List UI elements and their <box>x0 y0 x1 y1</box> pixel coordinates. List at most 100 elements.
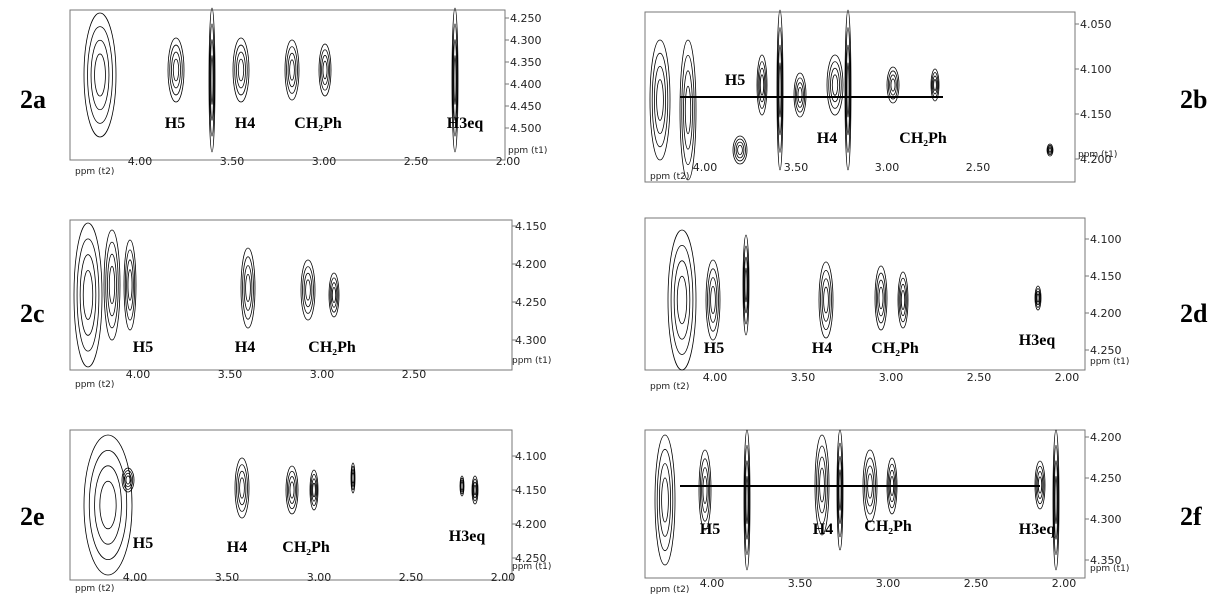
y-tick-label: 4.250 <box>515 296 547 309</box>
contour <box>330 282 338 308</box>
contour <box>735 141 745 159</box>
contour <box>793 72 807 118</box>
contour <box>234 457 250 519</box>
contour <box>777 44 783 136</box>
contour <box>99 480 117 530</box>
contour <box>302 266 314 314</box>
x-tick-label: 4.00 <box>700 577 725 590</box>
contour <box>311 478 317 502</box>
contour <box>1047 146 1053 154</box>
contour <box>737 144 743 156</box>
contour <box>208 7 216 153</box>
contour <box>708 277 718 323</box>
x-tick-label: 3.50 <box>791 371 816 384</box>
contour <box>707 268 719 332</box>
contour <box>319 49 331 91</box>
contour <box>701 467 709 513</box>
x-axis-label: ppm (t2) <box>650 172 689 182</box>
contour <box>73 222 103 368</box>
contour <box>105 241 119 329</box>
contour <box>837 442 843 538</box>
x-tick-label: 3.50 <box>788 577 813 590</box>
contour <box>240 247 256 329</box>
x-tick-label: 2.00 <box>1052 577 1077 590</box>
contour <box>289 481 295 499</box>
contour <box>452 23 458 137</box>
x-tick-label: 3.00 <box>312 155 337 168</box>
contour <box>743 245 749 325</box>
contour <box>845 44 851 136</box>
x-tick-label: 3.50 <box>218 368 243 381</box>
contour <box>351 472 355 484</box>
contour <box>823 286 829 314</box>
peak-label: H4 <box>817 130 837 147</box>
peak-label: CH₂Ph <box>294 115 342 132</box>
contour <box>236 51 246 89</box>
contour <box>797 87 803 103</box>
contour <box>818 261 834 339</box>
contour <box>877 279 885 317</box>
y-tick-label: 4.150 <box>1080 108 1112 121</box>
contour <box>649 39 671 161</box>
contour <box>79 254 97 336</box>
y-tick-label: 4.500 <box>510 122 542 135</box>
contour <box>734 138 746 162</box>
y-axis-label: ppm (t1) <box>512 562 551 572</box>
y-tick-label: 4.450 <box>510 100 542 113</box>
contour <box>237 470 247 506</box>
contour <box>743 256 749 314</box>
contour <box>318 43 332 97</box>
peak-label: H5 <box>133 339 153 356</box>
contour <box>460 477 464 495</box>
peak-label: H5 <box>700 521 720 538</box>
contour <box>239 477 245 499</box>
panel-label: 2d <box>1180 299 1208 328</box>
y-axis-label: ppm (t1) <box>1078 150 1117 160</box>
contour <box>681 55 695 165</box>
contour <box>472 478 478 502</box>
contour <box>838 469 842 511</box>
x-tick-label: 4.00 <box>703 371 728 384</box>
contour <box>321 55 329 85</box>
spectrum-panel: 4.00 3.50 3.00 2.50 2.00 4.100 4.150 4.200 4.250… <box>20 429 551 594</box>
contour <box>286 46 298 94</box>
contour <box>756 54 768 116</box>
contour <box>94 53 106 97</box>
peak-label: H3eq <box>449 528 486 545</box>
y-tick-label: 4.150 <box>515 484 547 497</box>
contour <box>778 62 782 118</box>
contour <box>94 465 122 545</box>
contour <box>844 9 852 171</box>
contour <box>777 27 783 153</box>
y-tick-label: 4.400 <box>510 78 542 91</box>
peak-label: H4 <box>235 339 255 356</box>
contour <box>288 476 296 504</box>
contour <box>743 429 751 571</box>
contour <box>328 272 340 318</box>
y-axis-label: ppm (t1) <box>1090 357 1129 367</box>
y-tick-label: 4.200 <box>515 518 547 531</box>
contour <box>699 458 711 522</box>
contour <box>1046 143 1054 157</box>
contour <box>1034 285 1042 311</box>
y-tick-label: 4.200 <box>1080 153 1112 166</box>
plot-frame <box>69 219 513 371</box>
contour <box>1036 293 1040 303</box>
contour <box>683 70 693 150</box>
contour <box>667 229 697 371</box>
peak-label: H3eq <box>1019 521 1056 538</box>
x-tick-label: 2.00 <box>496 155 521 168</box>
y-tick-label: 4.100 <box>1090 233 1122 246</box>
y-tick-label: 4.300 <box>515 334 547 347</box>
y-tick-label: 4.350 <box>510 56 542 69</box>
contour <box>460 482 464 490</box>
contour <box>312 482 316 498</box>
contour <box>831 74 839 96</box>
plot-frame <box>69 429 513 581</box>
x-tick-label: 2.50 <box>402 368 427 381</box>
contour <box>875 272 887 324</box>
contour <box>171 51 181 89</box>
contour <box>887 70 899 100</box>
contour <box>846 62 850 118</box>
contour <box>169 44 183 96</box>
